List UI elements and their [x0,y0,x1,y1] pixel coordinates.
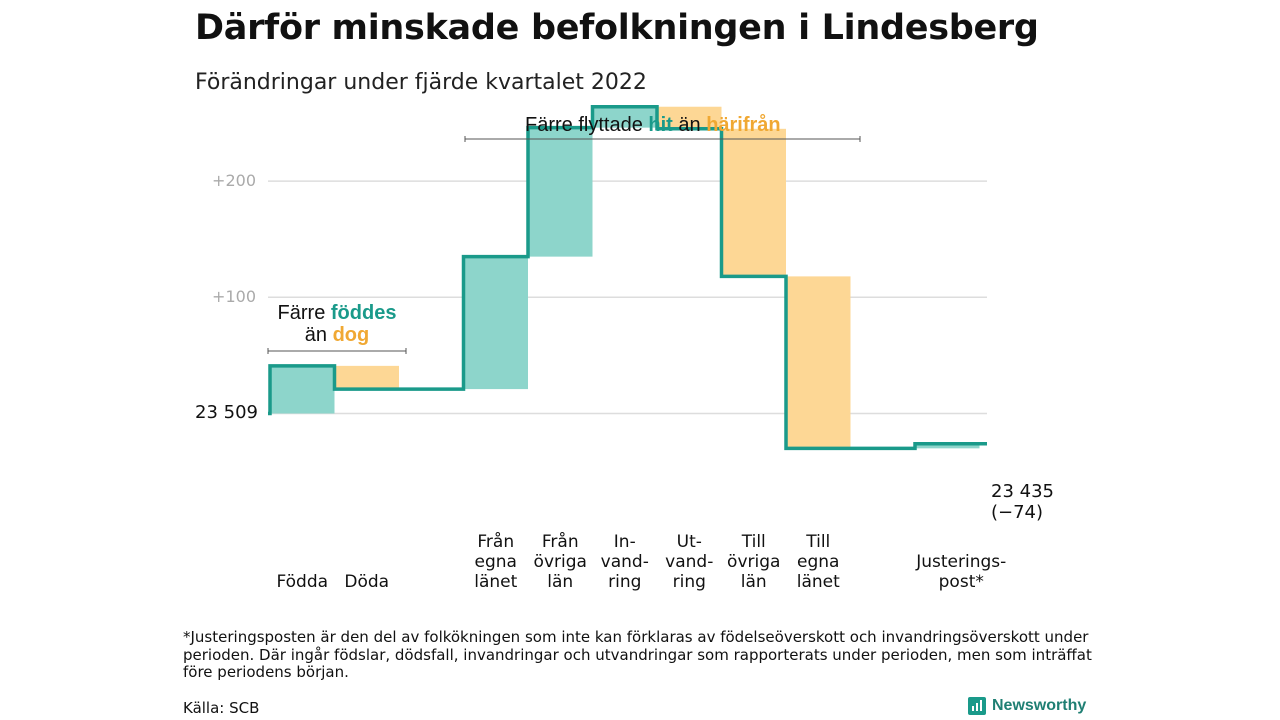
births-annotation-line2-pre: än [304,324,333,346]
bar-1 [270,365,335,414]
end-value: 23 435 [991,481,1054,502]
births-annotation-fodda: föddes [330,302,397,324]
bars [270,106,980,449]
logo-text: Newsworthy [992,697,1087,714]
cumulative-step-line [268,104,987,451]
y-tick-200: +200 [212,171,256,190]
footnote: *Justeringsposten är den del av folkökni… [183,628,1092,681]
category-label: Till övriga län [727,532,781,592]
bar-6 [657,106,722,129]
bar-3 [463,256,528,390]
gridlines [268,180,987,415]
migration-annotation-mid: än [672,114,707,136]
migration-annotation-pre: Färre flyttade [525,114,649,136]
bar-4 [528,127,593,257]
category-label: Från egna länet [474,532,518,592]
bar-5 [592,106,657,128]
y-tick-100: +100 [212,287,256,306]
births-annotation-dog: dog [332,324,370,346]
newsworthy-logo-icon [968,697,986,715]
category-label: Döda [344,572,390,592]
bar-9 [915,443,980,449]
chart-subtitle: Förändringar under fjärde kvartalet 2022 [195,70,647,95]
category-label: In- vand- ring [600,532,649,592]
births-annotation-pre: Färre [277,302,331,324]
migration-annotation: Färre flyttade hit än härifrån [525,114,781,137]
newsworthy-logo: Newsworthy [968,697,1086,715]
births-annotation-line1: Färre föddes [272,302,402,324]
category-label: Ut- vand- ring [665,532,714,592]
bar-7 [721,128,786,277]
source: Källa: SCB [183,699,260,717]
chart-title: Därför minskade befolkningen i Lindesber… [195,8,1039,48]
end-value-label: 23 435 (−74) [991,481,1054,523]
category-label: Till egna länet [796,532,840,592]
bar-2 [334,365,399,390]
births-annotation: Färre föddes än dog [272,302,402,346]
category-label: Från övriga län [533,532,587,592]
category-label: Justerings- post* [916,552,1007,592]
bar-8 [786,276,851,449]
category-label: Födda [276,572,329,592]
end-change: (−74) [991,502,1044,523]
start-value-label: 23 509 [195,402,258,423]
migration-annotation-hit: hit [648,114,673,136]
births-annotation-line2: än dog [272,324,402,346]
migration-annotation-harifran: härifrån [706,114,781,136]
